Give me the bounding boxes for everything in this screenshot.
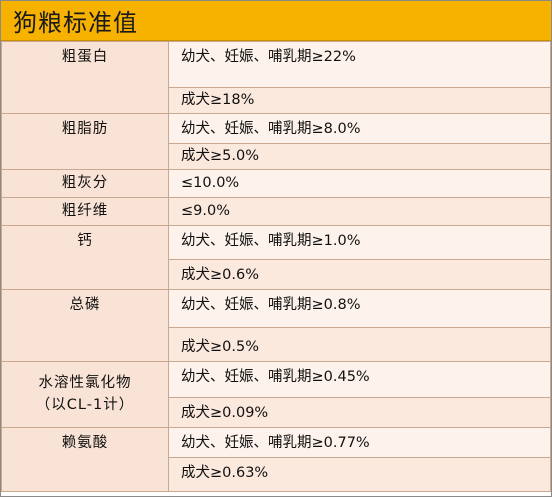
table-row: 粗纤维 ≤9.0% (1, 197, 551, 226)
value-cell: 幼犬、妊娠、哺乳期≥0.45% (168, 361, 551, 398)
nutrient-name-note: （以CL-1计） (35, 397, 135, 413)
table-row: 水溶性氯化物 （以CL-1计） 幼犬、妊娠、哺乳期≥0.45% (1, 361, 551, 428)
nutrient-name: 钙 (1, 225, 169, 290)
value-cell: ≤10.0% (168, 169, 551, 198)
nutrient-name: 粗脂肪 (1, 113, 169, 170)
table-row: 成犬≥18% (2, 87, 551, 114)
table-row: 粗蛋白 幼犬、妊娠、哺乳期≥22% (1, 41, 551, 114)
value-cell: 成犬≥0.6% (168, 259, 551, 290)
value-cell: 幼犬、妊娠、哺乳期≥8.0% (168, 113, 551, 144)
value-cell: 幼犬、妊娠、哺乳期≥22% (168, 41, 551, 88)
value-cell: 幼犬、妊娠、哺乳期≥0.8% (168, 289, 551, 328)
table-title: 狗粮标准值 (1, 1, 551, 41)
nutrient-name: 粗蛋白 (1, 41, 169, 114)
table-row: 成犬≥0.5% (2, 327, 551, 362)
value-cell: 幼犬、妊娠、哺乳期≥1.0% (168, 225, 551, 260)
value-cell: ≤9.0% (168, 197, 551, 226)
table-row: 粗灰分 ≤10.0% (1, 169, 551, 198)
nutrient-name: 总磷 (1, 289, 169, 362)
nutrient-name: 赖氨酸 (1, 427, 169, 492)
table-row: 粗脂肪 幼犬、妊娠、哺乳期≥8.0% (1, 113, 551, 170)
value-cell: 成犬≥0.63% (168, 457, 551, 492)
table-row: 赖氨酸 幼犬、妊娠、哺乳期≥0.77% (1, 427, 551, 492)
table-row: 钙 幼犬、妊娠、哺乳期≥1.0% (1, 225, 551, 290)
nutrient-name: 水溶性氯化物 (38, 375, 132, 391)
value-cell: 成犬≥0.09% (168, 397, 551, 428)
standards-table: 粗蛋白 幼犬、妊娠、哺乳期≥22% 成犬≥18% 粗脂肪 幼犬、妊娠、哺乳期≥8… (1, 41, 551, 492)
value-cell: 成犬≥0.5% (168, 327, 551, 362)
table-row: 总磷 幼犬、妊娠、哺乳期≥0.8% (1, 289, 551, 362)
nutrient-name-cell: 水溶性氯化物 （以CL-1计） (1, 361, 169, 428)
value-cell: 幼犬、妊娠、哺乳期≥0.77% (168, 427, 551, 458)
table-row: 成犬≥0.63% (2, 457, 551, 492)
nutrient-name: 粗灰分 (1, 169, 169, 198)
nutrient-name: 粗纤维 (1, 197, 169, 226)
table-row: 成犬≥0.09% (2, 397, 551, 428)
value-cell: 成犬≥18% (168, 87, 551, 114)
value-cell: 成犬≥5.0% (168, 143, 551, 170)
